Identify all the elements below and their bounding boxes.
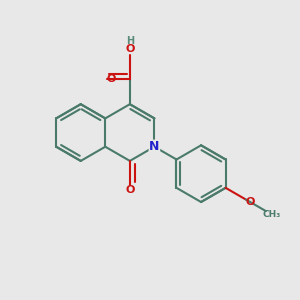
Text: O: O	[125, 44, 134, 54]
Text: O: O	[106, 74, 116, 84]
Text: N: N	[149, 140, 160, 153]
Text: CH₃: CH₃	[262, 210, 281, 219]
Text: O: O	[125, 185, 134, 196]
Text: H: H	[126, 36, 134, 46]
Text: O: O	[246, 197, 255, 207]
